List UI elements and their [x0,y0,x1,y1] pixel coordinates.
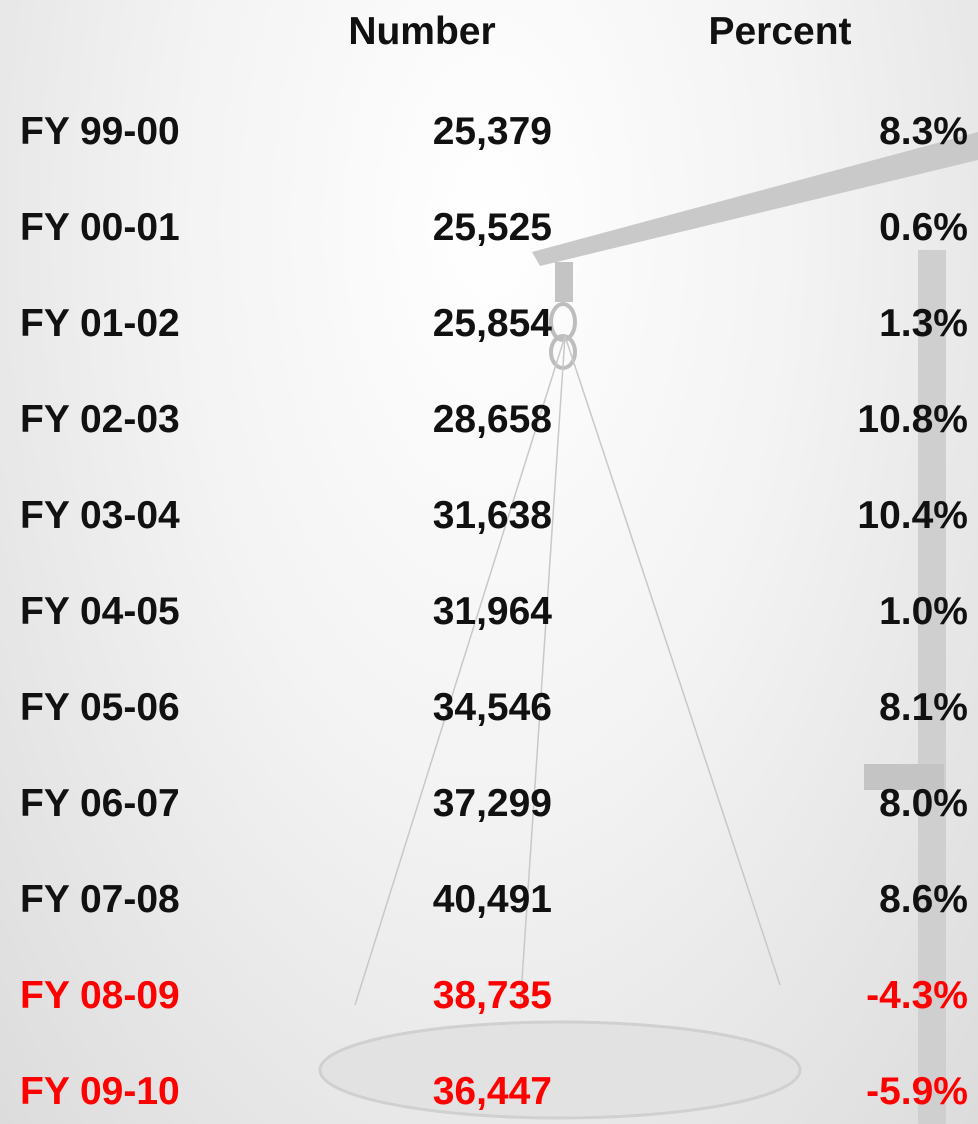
scale-pan [320,1022,800,1118]
row-label: FY 04-05 [20,592,180,631]
cell-value: 36,447 [433,1072,552,1111]
row-label: FY 06-07 [20,784,180,823]
cell-value: 28,658 [433,400,552,439]
cell-value: 8.3% [879,112,968,151]
slide: Number Percent FY 99-00 25,379 8.3% FY 00-01 2… [0,0,978,1124]
scale-strings [355,336,780,1010]
cell-value: 8.1% [879,688,968,727]
cell-value: 10.8% [857,400,968,439]
cell-value: 0.6% [879,208,968,247]
row-label: FY 03-04 [20,496,180,535]
cell-value: -5.9% [866,1072,968,1111]
cell-value: 10.4% [857,496,968,535]
cell-value: 1.0% [879,592,968,631]
scale-hanger [555,262,573,302]
row-label: FY 09-10 [20,1072,180,1111]
column-header: Number [348,12,495,51]
row-label: FY 99-00 [20,112,180,151]
cell-value: 25,854 [433,304,552,343]
cell-value: 25,525 [433,208,552,247]
row-label: FY 08-09 [20,976,180,1015]
column-header: Percent [708,12,851,51]
scale-illustration [0,0,978,1124]
cell-value: 1.3% [879,304,968,343]
row-label: FY 05-06 [20,688,180,727]
cell-value: 34,546 [433,688,552,727]
cell-value: 31,638 [433,496,552,535]
row-label: FY 07-08 [20,880,180,919]
row-label: FY 00-01 [20,208,180,247]
cell-value: 37,299 [433,784,552,823]
cell-value: 40,491 [433,880,552,919]
cell-value: 38,735 [433,976,552,1015]
row-label: FY 02-03 [20,400,180,439]
row-label: FY 01-02 [20,304,180,343]
cell-value: 25,379 [433,112,552,151]
cell-value: 31,964 [433,592,552,631]
cell-value: 8.0% [879,784,968,823]
cell-value: 8.6% [879,880,968,919]
cell-value: -4.3% [866,976,968,1015]
